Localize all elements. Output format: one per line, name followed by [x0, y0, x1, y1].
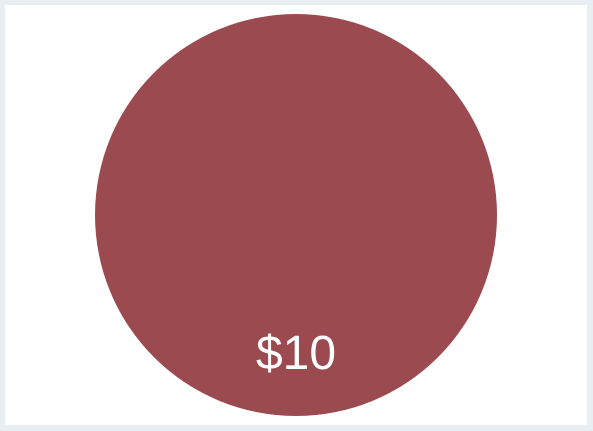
pie-slice — [95, 14, 497, 416]
pie-slice-label: $10 — [256, 327, 336, 380]
pie-labels: $10 — [256, 327, 336, 380]
pie-slices — [95, 14, 497, 416]
